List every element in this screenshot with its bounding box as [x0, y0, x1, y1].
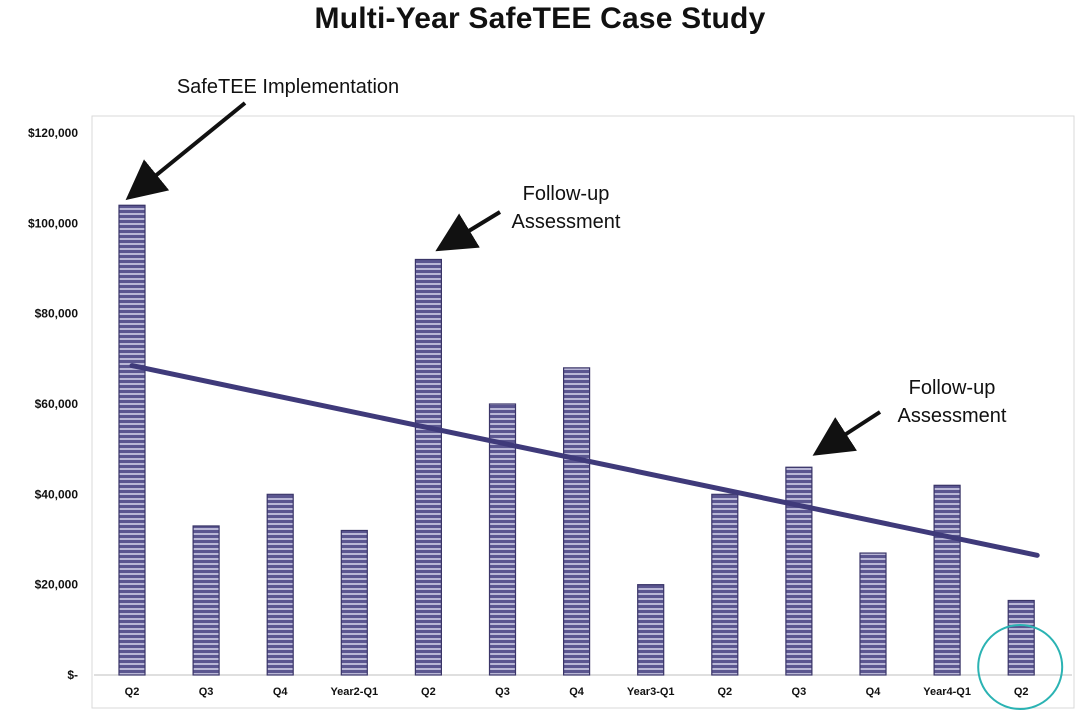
annotation-label: Follow-up [523, 183, 610, 205]
bar [118, 204, 146, 676]
annotation-arrow [812, 410, 882, 456]
x-tick-label: Q4 [569, 686, 585, 698]
highlight-circle [977, 624, 1064, 710]
annotations: SafeTEE Implementation Follow-up Assessmen… [125, 76, 1007, 456]
x-tick-label: Q2 [1014, 686, 1029, 698]
annotation-arrow [125, 101, 247, 201]
annotation-label: Follow-up [909, 377, 996, 399]
y-tick-label: $40,000 [35, 487, 79, 501]
annotation-label: Assessment [512, 211, 621, 233]
x-tick-label: Q2 [421, 686, 436, 698]
bar [488, 403, 517, 676]
bar [414, 258, 442, 676]
bar [933, 484, 961, 676]
x-tick-label: Year4-Q1 [923, 686, 971, 698]
bar [340, 529, 368, 676]
x-axis: Q2 Q3 Q4 Year2-Q1 Q2 Q3 Q4 Year3-Q1 Q2 Q3 Q4 Year4-… [125, 686, 1029, 698]
bar [192, 525, 220, 676]
annotation-arrow [435, 210, 502, 252]
x-tick-label: Q3 [792, 686, 807, 698]
y-tick-label: $60,000 [35, 397, 79, 411]
bar [266, 493, 294, 676]
bar-series [118, 204, 1035, 676]
bar [1007, 599, 1035, 676]
annotation-label: SafeTEE Implementation [177, 76, 399, 98]
bar [785, 466, 813, 676]
y-tick-label: $100,000 [28, 216, 78, 230]
x-tick-label: Year2-Q1 [330, 686, 378, 698]
y-tick-label: $20,000 [35, 578, 79, 592]
bar [711, 493, 739, 676]
x-tick-label: Q3 [495, 686, 510, 698]
y-tick-label: $80,000 [35, 307, 79, 321]
bar [562, 367, 591, 676]
x-tick-label: Q4 [273, 686, 289, 698]
chart-title: Multi-Year SafeTEE Case Study [314, 2, 766, 35]
x-tick-label: Q3 [199, 686, 214, 698]
x-tick-label: Q2 [717, 686, 732, 698]
y-tick-label: $- [67, 668, 78, 682]
bar [859, 552, 887, 676]
plot-area-border [91, 115, 1075, 709]
x-tick-label: Q2 [125, 686, 140, 698]
y-tick-label: $120,000 [28, 126, 78, 140]
trendline [129, 363, 1040, 558]
bar [637, 584, 665, 676]
y-axis: $- $20,000 $40,000 $60,000 $80,000 $100,000 $1… [28, 126, 1072, 682]
x-tick-label: Year3-Q1 [627, 686, 675, 698]
trendline-group [129, 363, 1064, 710]
annotation-label: Assessment [898, 405, 1007, 427]
x-tick-label: Q4 [866, 686, 882, 698]
